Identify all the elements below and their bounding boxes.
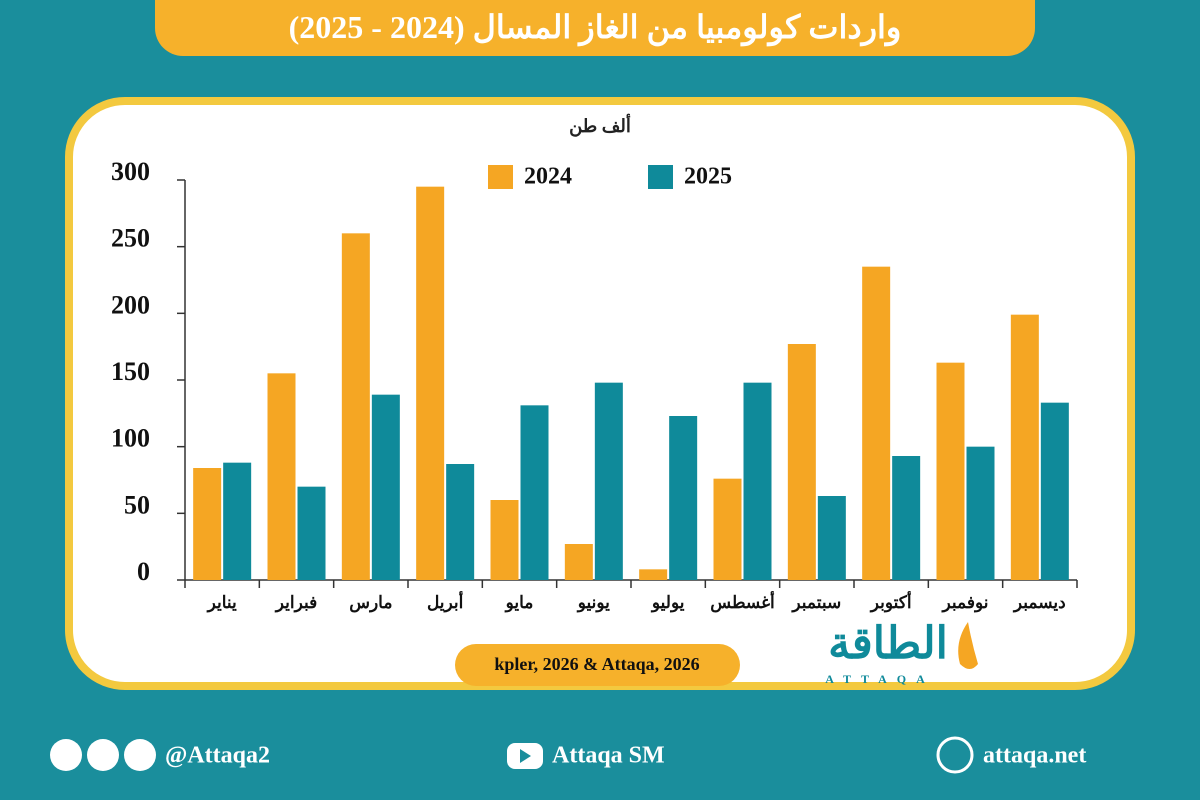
source: kpler, 2026 & Attaqa, 2026 (494, 654, 699, 674)
bar (223, 462, 252, 580)
x-tick-label: أكتوبر (869, 590, 912, 613)
bar (639, 569, 668, 580)
bar (416, 186, 445, 580)
bar (966, 446, 995, 580)
bar (787, 344, 816, 580)
bar (892, 456, 921, 580)
bar (490, 500, 519, 580)
y-tick-label: 300 (111, 157, 150, 186)
y-tick-label: 100 (111, 424, 150, 453)
y-tick-label: 0 (137, 557, 150, 586)
youtube-handle: Attaqa SM (552, 743, 665, 769)
bar (371, 394, 400, 580)
y-tick-label: 200 (111, 290, 150, 319)
x-tick-label: فبراير (274, 593, 317, 613)
bar (297, 486, 326, 580)
logo-name: الطاقة (828, 619, 948, 668)
facebook-icon (124, 739, 156, 771)
x-tick-label: أبريل (427, 590, 464, 613)
website: attaqa.net (983, 743, 1086, 769)
bar (446, 464, 475, 580)
y-axis-label: ألف طن (569, 114, 631, 137)
x-tick-label: يناير (206, 593, 237, 613)
youtube-play (520, 749, 531, 763)
x-tick-label: سبتمبر (790, 593, 841, 613)
bar (669, 416, 698, 580)
web-icon (936, 736, 974, 774)
logo-icon (958, 622, 978, 669)
x-icon (50, 739, 82, 771)
x-tick-label: يوليو (650, 593, 685, 613)
bar (341, 233, 370, 581)
bar (1010, 314, 1039, 580)
instagram-icon (87, 739, 119, 771)
x-tick-label: نوفمبر (941, 593, 989, 613)
legend-swatch (648, 165, 673, 189)
bar (936, 362, 965, 580)
bar (713, 478, 742, 580)
bar (743, 382, 772, 580)
bar (564, 544, 593, 580)
bar (267, 373, 296, 580)
legend-swatch (488, 165, 513, 189)
bar (594, 382, 623, 580)
x-tick-label: يونيو (576, 593, 610, 613)
title-banner: واردات كولومبيا من الغاز المسال (2024 - … (155, 0, 1035, 56)
y-tick-label: 150 (111, 357, 150, 386)
bar (862, 266, 891, 580)
source-pill (455, 644, 740, 686)
logo-latin: ATTAQA (825, 672, 935, 686)
y-tick-label: 50 (124, 490, 150, 519)
bar (193, 468, 222, 580)
x-tick-label: مايو (504, 593, 534, 613)
x-tick-label: ديسمبر (1012, 593, 1066, 613)
bar (520, 405, 549, 580)
legend-label: 2024 (524, 164, 572, 190)
y-tick-label: 250 (111, 224, 150, 253)
social-handle: @Attaqa2 (165, 743, 270, 769)
x-tick-label: أغسطس (710, 590, 775, 613)
bar (817, 496, 846, 580)
legend-label: 2025 (684, 164, 732, 190)
x-tick-label: مارس (349, 593, 392, 613)
bar (1040, 402, 1069, 580)
